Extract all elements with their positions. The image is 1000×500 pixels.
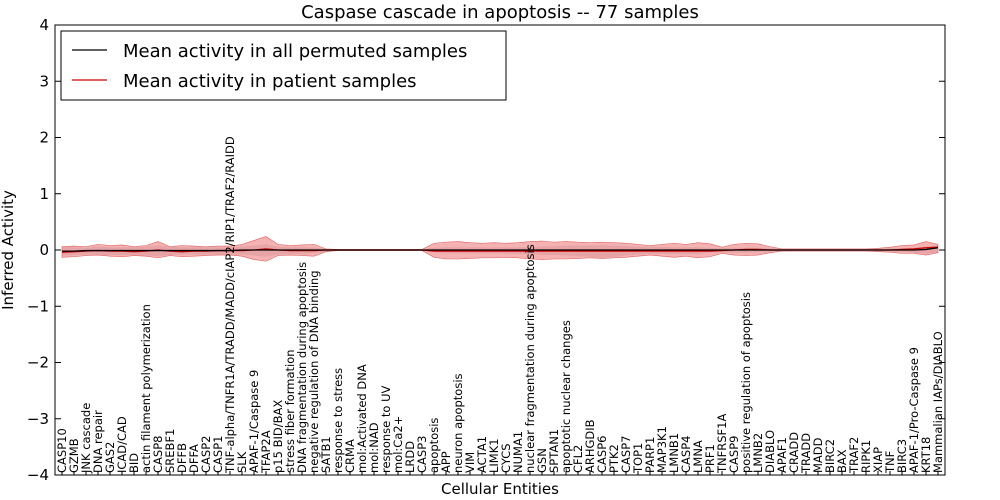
legend-box bbox=[60, 30, 507, 101]
x-tick-label: JNK cascade bbox=[79, 403, 93, 474]
x-tick-label: CASP9 bbox=[727, 436, 741, 473]
legend-label-patient: Mean activity in patient samples bbox=[123, 71, 417, 92]
x-tick-label: LMNB1 bbox=[667, 433, 681, 473]
y-tick-label: 1 bbox=[39, 185, 49, 203]
x-tick-label: SREBF1 bbox=[163, 429, 177, 473]
x-tick-label: CRADD bbox=[787, 432, 801, 473]
x-tick-label: TRADD bbox=[799, 433, 813, 474]
x-tick-label: mol:Ca2+ bbox=[391, 416, 405, 473]
legend: Mean activity in all permuted samples Me… bbox=[60, 30, 507, 101]
x-tick-label: LRDD bbox=[403, 441, 417, 473]
legend-label-permuted: Mean activity in all permuted samples bbox=[123, 41, 467, 62]
y-tick-label: −1 bbox=[27, 297, 49, 315]
x-tick-label: DNA repair bbox=[91, 410, 105, 473]
x-tick-label: positive regulation of apoptosis bbox=[739, 292, 753, 473]
x-tick-label: CYCS bbox=[499, 443, 513, 473]
x-tick-label: apoptotic nuclear changes bbox=[559, 320, 573, 473]
x-tick-label: APAF-1/Pro-Caspase 9 bbox=[907, 347, 921, 473]
x-tick-label: ARHGDIB bbox=[583, 419, 597, 473]
x-tick-label: CASP2 bbox=[199, 436, 213, 473]
y-tick-label: 3 bbox=[39, 72, 49, 90]
x-axis-ticks bbox=[61, 471, 939, 475]
x-tick-label: SLK bbox=[235, 451, 249, 473]
x-tick-label: p15 BID/BAX bbox=[271, 400, 285, 473]
y-axis: −4 −3 −2 −1 0 1 2 3 4 bbox=[27, 16, 945, 484]
x-tick-label: mol:Activated DNA bbox=[355, 364, 369, 473]
x-tick-label: VIM bbox=[463, 452, 477, 473]
x-tick-label: actin filament polymerization bbox=[139, 304, 153, 473]
x-tick-label: TOP1 bbox=[631, 443, 645, 474]
x-tick-label: stress fiber formation bbox=[283, 349, 297, 473]
x-axis-title: Cellular Entities bbox=[441, 480, 559, 498]
x-tick-label: mol:NAD bbox=[367, 422, 381, 473]
x-tick-label: SATB1 bbox=[319, 436, 333, 473]
x-tick-label: response to UV bbox=[379, 385, 393, 473]
x-tick-label: PTK2 bbox=[607, 444, 621, 473]
x-tick-label: GSN bbox=[535, 448, 549, 473]
x-tick-label: DFFA bbox=[187, 444, 201, 473]
x-tick-label: GAS2 bbox=[103, 442, 117, 473]
x-tick-label: APAF-1/Caspase 9 bbox=[247, 370, 261, 473]
x-tick-label: DIABLO bbox=[763, 430, 777, 473]
x-tick-label: TNFRSF1A bbox=[715, 414, 729, 474]
y-tick-label: 2 bbox=[39, 129, 49, 147]
x-tick-label: LIMK1 bbox=[487, 438, 501, 473]
x-tick-label: CASP8 bbox=[151, 436, 165, 473]
x-tick-label: RIPK1 bbox=[859, 440, 873, 473]
series-lines bbox=[61, 246, 939, 253]
x-tick-label: CASP1 bbox=[211, 436, 225, 473]
x-tick-label: TNF-alpha/TNFR1A/TRADD/MADD/cIAP2/RIP1/T… bbox=[223, 136, 237, 474]
y-tick-label: −2 bbox=[27, 354, 49, 372]
x-tick-label: TFAP2A bbox=[259, 430, 273, 474]
x-tick-label: GZMB bbox=[67, 438, 81, 473]
x-tick-label: CRMA bbox=[343, 439, 357, 473]
series-line-0 bbox=[62, 247, 939, 252]
y-tick-label: 4 bbox=[39, 16, 49, 34]
x-tick-label: negative regulation of DNA binding bbox=[307, 270, 321, 473]
x-tick-label: DNA fragmentation during apoptosis bbox=[295, 262, 309, 473]
x-tick-label: response to stress bbox=[331, 368, 345, 473]
x-tick-label: CASP6 bbox=[595, 436, 609, 473]
x-tick-label: MADD bbox=[811, 437, 825, 473]
x-tick-label: BIRC2 bbox=[823, 439, 837, 473]
x-tick-label: MAP3K1 bbox=[655, 426, 669, 473]
x-tick-label: LMNB2 bbox=[751, 433, 765, 473]
x-tick-label: LMNA bbox=[691, 440, 705, 473]
x-tick-label: ICAD/CAD bbox=[115, 416, 129, 473]
x-tick-label: CASP10 bbox=[55, 428, 69, 473]
x-tick-label: CASP3 bbox=[415, 436, 429, 473]
x-tick-label: BAX bbox=[835, 449, 849, 473]
x-tick-label: APP bbox=[439, 451, 453, 473]
x-tick-label: apoptosis bbox=[427, 418, 441, 473]
y-tick-label: 0 bbox=[39, 241, 49, 259]
y-axis-title: Inferred Activity bbox=[0, 190, 17, 310]
x-tick-label: ACTA1 bbox=[475, 436, 489, 473]
x-tick-label: CFL2 bbox=[571, 445, 585, 473]
x-tick-label: PARP1 bbox=[643, 437, 657, 473]
x-tick-label: BIRC3 bbox=[895, 439, 909, 473]
x-tick-label: TRAF2 bbox=[847, 437, 861, 474]
x-tick-label: CASP7 bbox=[619, 436, 633, 473]
x-tick-label: APAF1 bbox=[775, 437, 789, 473]
x-tick-label: neuron apoptosis bbox=[451, 373, 465, 473]
x-tick-label: nuclear fragmentation during apoptosis bbox=[523, 244, 537, 473]
x-tick-label: DFFB bbox=[175, 443, 189, 473]
chart-title: Caspase cascade in apoptosis -- 77 sampl… bbox=[301, 2, 699, 23]
y-tick-label: −4 bbox=[27, 466, 49, 484]
x-tick-label: XIAP bbox=[871, 447, 885, 473]
x-tick-label: TNF bbox=[883, 451, 897, 474]
x-tick-label: PRF1 bbox=[703, 444, 717, 473]
x-tick-label: KRT18 bbox=[919, 437, 933, 473]
y-tick-label: −3 bbox=[27, 410, 49, 428]
x-tick-label: SPTAN1 bbox=[547, 429, 561, 473]
x-tick-label: BID bbox=[127, 453, 141, 473]
x-tick-label: Mammalian IAPs/DIABLO bbox=[931, 331, 945, 473]
x-tick-label: CASP4 bbox=[679, 436, 693, 473]
x-tick-label: NUMA1 bbox=[511, 431, 525, 473]
